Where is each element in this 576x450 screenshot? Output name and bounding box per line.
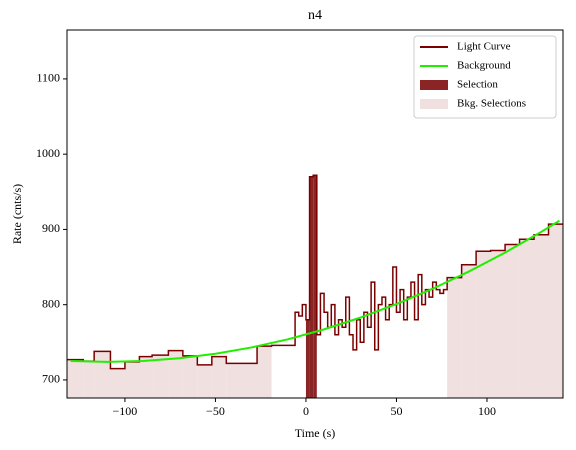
light-curve bbox=[67, 174, 563, 370]
x-axis-label: Time (s) bbox=[295, 426, 336, 440]
x-tick-label: −100 bbox=[113, 404, 138, 418]
y-tick-label: 1000 bbox=[36, 146, 60, 160]
bkg-selection-fill bbox=[83, 361, 95, 398]
bkg-selection-fill bbox=[534, 234, 549, 398]
legend-label: Background bbox=[457, 60, 511, 72]
bkg-selection-fill bbox=[182, 355, 198, 398]
plot-frame bbox=[66, 29, 564, 399]
bkg-selection-fill bbox=[67, 359, 84, 398]
bkg-selection-fill bbox=[139, 356, 153, 398]
x-tick-label: −50 bbox=[206, 404, 225, 418]
bkg-selection-fill bbox=[197, 364, 212, 398]
bkg-selection-fill bbox=[94, 351, 111, 398]
y-axis-label: Rate (cnts/s) bbox=[10, 184, 24, 244]
bkg-selection-fill bbox=[447, 277, 462, 398]
x-tick-label: 100 bbox=[478, 404, 496, 418]
y-tick-label: 1100 bbox=[36, 71, 60, 85]
background-curve bbox=[70, 219, 560, 363]
bkg-selection-fill bbox=[490, 250, 506, 398]
selection-fill bbox=[313, 175, 317, 398]
x-tick-label: 50 bbox=[390, 404, 402, 418]
y-tick-label: 800 bbox=[42, 296, 60, 310]
bkg-selection-fill bbox=[168, 350, 183, 398]
legend-swatch bbox=[420, 80, 448, 90]
selection-fill bbox=[309, 176, 314, 398]
bkg-selection-fill bbox=[152, 355, 169, 398]
bkg-selection-fill bbox=[505, 244, 520, 398]
y-tick-label: 900 bbox=[42, 221, 60, 235]
legend-box bbox=[413, 35, 557, 119]
bkg-selection-fill bbox=[242, 363, 258, 398]
bkg-selection-fill bbox=[124, 361, 140, 398]
legend-label: Selection bbox=[457, 79, 498, 91]
legend-swatch bbox=[420, 99, 448, 109]
legend-label: Bkg. Selections bbox=[457, 98, 526, 110]
bkg-selection-fill bbox=[110, 368, 125, 398]
bkg-selection-fill bbox=[461, 264, 477, 398]
bkg-selection-fill bbox=[548, 224, 563, 398]
bkg-selection-fill bbox=[476, 251, 491, 398]
legend-label: Light Curve bbox=[457, 41, 511, 53]
selection-fill bbox=[305, 319, 310, 398]
y-tick-label: 700 bbox=[42, 372, 60, 386]
bkg-selection-fill bbox=[519, 239, 535, 398]
x-tick-label: 0 bbox=[303, 404, 309, 418]
bkg-selection-fill bbox=[257, 346, 272, 398]
chart-title: n4 bbox=[308, 8, 322, 23]
bkg-selection-fill bbox=[211, 356, 227, 398]
bkg-selection-fill bbox=[226, 363, 243, 398]
